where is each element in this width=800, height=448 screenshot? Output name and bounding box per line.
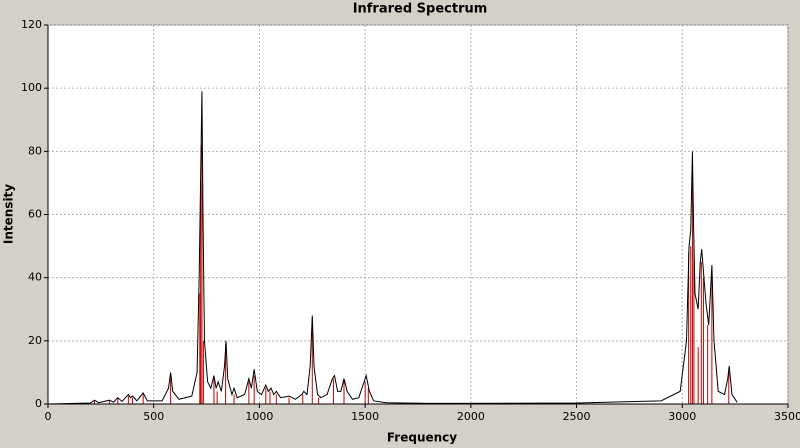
x-tick-label: 500 xyxy=(143,410,164,423)
chart-title: Infrared Spectrum xyxy=(353,2,488,17)
x-tick-label: 1000 xyxy=(245,410,273,423)
y-tick-label: 40 xyxy=(28,271,42,284)
x-tick-label: 2500 xyxy=(563,410,591,423)
x-tick-label: 3500 xyxy=(774,410,800,423)
spectrum-line xyxy=(47,91,738,405)
y-tick-label: 0 xyxy=(35,397,42,410)
y-tick-label: 100 xyxy=(21,81,42,94)
x-tick-label: 2000 xyxy=(457,410,485,423)
y-tick-label: 120 xyxy=(21,18,42,31)
x-axis-label: Frequency xyxy=(387,431,457,445)
y-axis-label: Intensity xyxy=(2,184,16,244)
y-tick-label: 60 xyxy=(28,208,42,221)
x-tick-label: 0 xyxy=(45,410,52,423)
x-tick-label: 1500 xyxy=(351,410,379,423)
y-tick-label: 20 xyxy=(28,334,42,347)
x-tick-label: 3000 xyxy=(668,410,696,423)
y-tick-label: 80 xyxy=(28,144,42,157)
